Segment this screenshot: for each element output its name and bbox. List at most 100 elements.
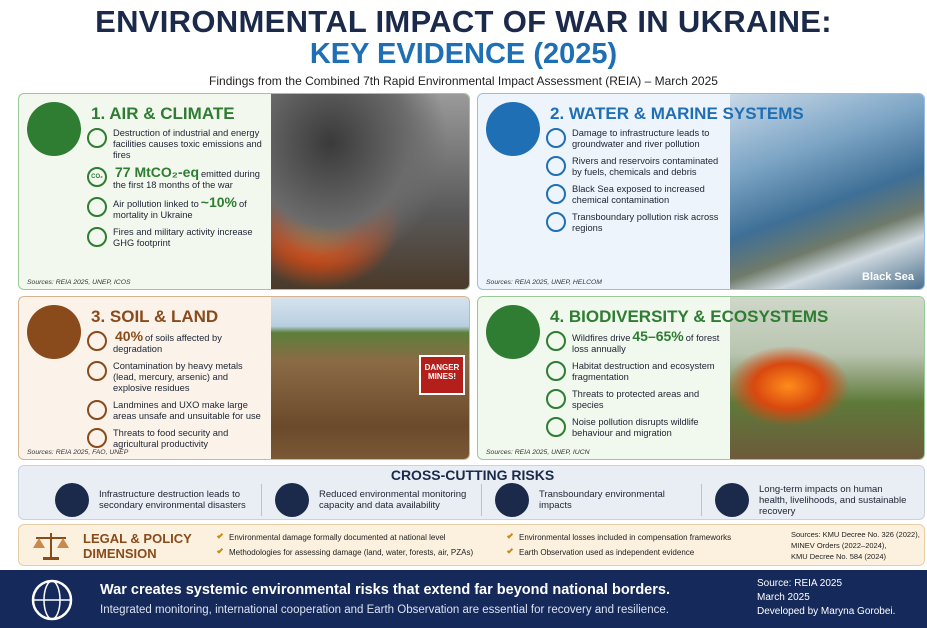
- item: Threats to food security and agricultura…: [87, 428, 267, 450]
- risk-item: Infrastructure destruction leads to seco…: [55, 482, 249, 518]
- risk-item: Transboundary environmental impacts: [495, 482, 689, 518]
- divider: [261, 484, 262, 516]
- legal-source: Sources: KMU Decree No. 326 (2022),: [791, 530, 920, 539]
- item-text: Transboundary pollution risk across regi…: [572, 212, 726, 234]
- item-icon: [546, 361, 566, 381]
- credit: Source: REIA 2025: [757, 578, 842, 589]
- item-icon: [87, 197, 107, 217]
- item-icon: [87, 128, 107, 148]
- item: Landmines and UXO make large areas unsaf…: [87, 400, 267, 422]
- item-text: Contamination by heavy metals (lead, mer…: [113, 361, 267, 394]
- risk-text: Long-term impacts on human health, livel…: [759, 484, 909, 517]
- badge: [486, 102, 540, 156]
- panel: 1. AIR & CLIMATE Destruction of industria…: [18, 93, 470, 290]
- section-title: DIMENSION: [83, 546, 157, 561]
- panel-title: 2. WATER & MARINE SYSTEMS: [550, 104, 804, 124]
- item-text: Threats to food security and agricultura…: [113, 428, 267, 450]
- photo-label: Black Sea: [862, 271, 914, 283]
- item: Transboundary pollution risk across regi…: [546, 212, 726, 234]
- check-item: Environmental damage formally documented…: [229, 533, 446, 542]
- item: 40%of soils affected by degradation: [87, 331, 267, 355]
- item-icon: [546, 389, 566, 409]
- divider: [701, 484, 702, 516]
- item-text: Threats to protected areas and species: [572, 389, 726, 411]
- item-text: Black Sea exposed to increased chemical …: [572, 184, 726, 206]
- item-text-body: Habitat destruction and ecosystem fragme…: [572, 361, 715, 382]
- item-icon: [546, 417, 566, 437]
- footer-headline: War creates systemic environmental risks…: [100, 582, 670, 598]
- item: Habitat destruction and ecosystem fragme…: [546, 361, 726, 383]
- item: Black Sea exposed to increased chemical …: [546, 184, 726, 206]
- infographic: ENVIRONMENTAL IMPACT OF WAR IN UKRAINE: …: [0, 0, 927, 628]
- item: Fires and military activity increase GHG…: [87, 227, 267, 249]
- footer: War creates systemic environmental risks…: [0, 570, 927, 628]
- item-icon: [87, 227, 107, 247]
- credit: Developed by Maryna Gorobei.: [757, 606, 895, 617]
- check-mark: [507, 532, 513, 538]
- panel-title: 1. AIR & CLIMATE: [91, 104, 235, 124]
- risk-item: Reduced environmental monitoring capacit…: [275, 482, 469, 518]
- section-title: CROSS-CUTTING RISKS: [19, 467, 926, 483]
- item-list: Destruction of industrial and energy fac…: [87, 128, 267, 255]
- sources: Sources: REIA 2025, UNEP, HELCOM: [486, 279, 602, 286]
- sources: Sources: REIA 2025, UNEP, ICOS: [27, 279, 131, 286]
- icon-label: CO₂: [91, 174, 103, 180]
- item-text: Noise pollution disrupts wildlife behavi…: [572, 417, 726, 439]
- check-mark: [217, 532, 223, 538]
- risk-text: Transboundary environmental impacts: [539, 489, 689, 511]
- item-text-body: Destruction of industrial and energy fac…: [113, 128, 262, 160]
- item-icon: [546, 184, 566, 204]
- item-icon: [87, 400, 107, 420]
- item-text-body: Damage to infrastructure leads to ground…: [572, 128, 709, 149]
- sign-text: DANGER: [421, 363, 463, 372]
- globe-icon: [30, 578, 74, 622]
- check-item: Earth Observation used as independent ev…: [519, 548, 694, 557]
- legal-source: KMU Decree No. 584 (2024): [791, 552, 886, 561]
- item-text-body: Fires and military activity increase GHG…: [113, 227, 253, 248]
- item: Destruction of industrial and energy fac…: [87, 128, 267, 161]
- highlight: 40%: [115, 328, 143, 344]
- item: Damage to infrastructure leads to ground…: [546, 128, 726, 150]
- highlight: 45–65%: [632, 328, 683, 344]
- item-text: Damage to infrastructure leads to ground…: [572, 128, 726, 150]
- check-item: Environmental losses included in compens…: [519, 533, 731, 542]
- item-text-lead: Wildfires drive: [572, 333, 630, 343]
- panel: 2. WATER & MARINE SYSTEMS Damage to infra…: [477, 93, 925, 290]
- item-text: Habitat destruction and ecosystem fragme…: [572, 361, 726, 383]
- item: Noise pollution disrupts wildlife behavi…: [546, 417, 726, 439]
- photo: [271, 94, 469, 289]
- item-text: Fires and military activity increase GHG…: [113, 227, 267, 249]
- title: KEY EVIDENCE (2025): [0, 38, 927, 71]
- panel-title: 3. SOIL & LAND: [91, 307, 218, 327]
- item-text-body: Threats to protected areas and species: [572, 389, 699, 410]
- item-text-body: Noise pollution disrupts wildlife behavi…: [572, 417, 699, 438]
- item-text-body: Threats to food security and agricultura…: [113, 428, 228, 449]
- risk-icon: [715, 483, 749, 517]
- item-icon: [87, 428, 107, 448]
- item-text-lead: Air pollution linked to: [113, 199, 199, 209]
- footer-subline: Integrated monitoring, international coo…: [100, 604, 669, 616]
- risk-icon: [55, 483, 89, 517]
- item: Air pollution linked to~10%of mortality …: [87, 197, 267, 221]
- risk-text: Reduced environmental monitoring capacit…: [319, 489, 469, 511]
- legal-policy: LEGAL & POLICY DIMENSION Environmental d…: [18, 524, 925, 566]
- cross-cutting: CROSS-CUTTING RISKS Infrastructure destr…: [18, 465, 925, 520]
- highlight: ~10%: [201, 194, 237, 210]
- item-text-body: Black Sea exposed to increased chemical …: [572, 184, 705, 205]
- scales-icon: [31, 530, 71, 562]
- item-text-body: Contamination by heavy metals (lead, mer…: [113, 361, 243, 393]
- item-text: Destruction of industrial and energy fac…: [113, 128, 267, 161]
- check-item: Methodologies for assessing damage (land…: [229, 548, 473, 557]
- badge: [27, 102, 81, 156]
- item-icon: [87, 361, 107, 381]
- sign-text: MINES!: [421, 372, 463, 381]
- highlight: 77 MtCO₂-eq: [115, 164, 199, 180]
- item-list: Damage to infrastructure leads to ground…: [546, 128, 726, 240]
